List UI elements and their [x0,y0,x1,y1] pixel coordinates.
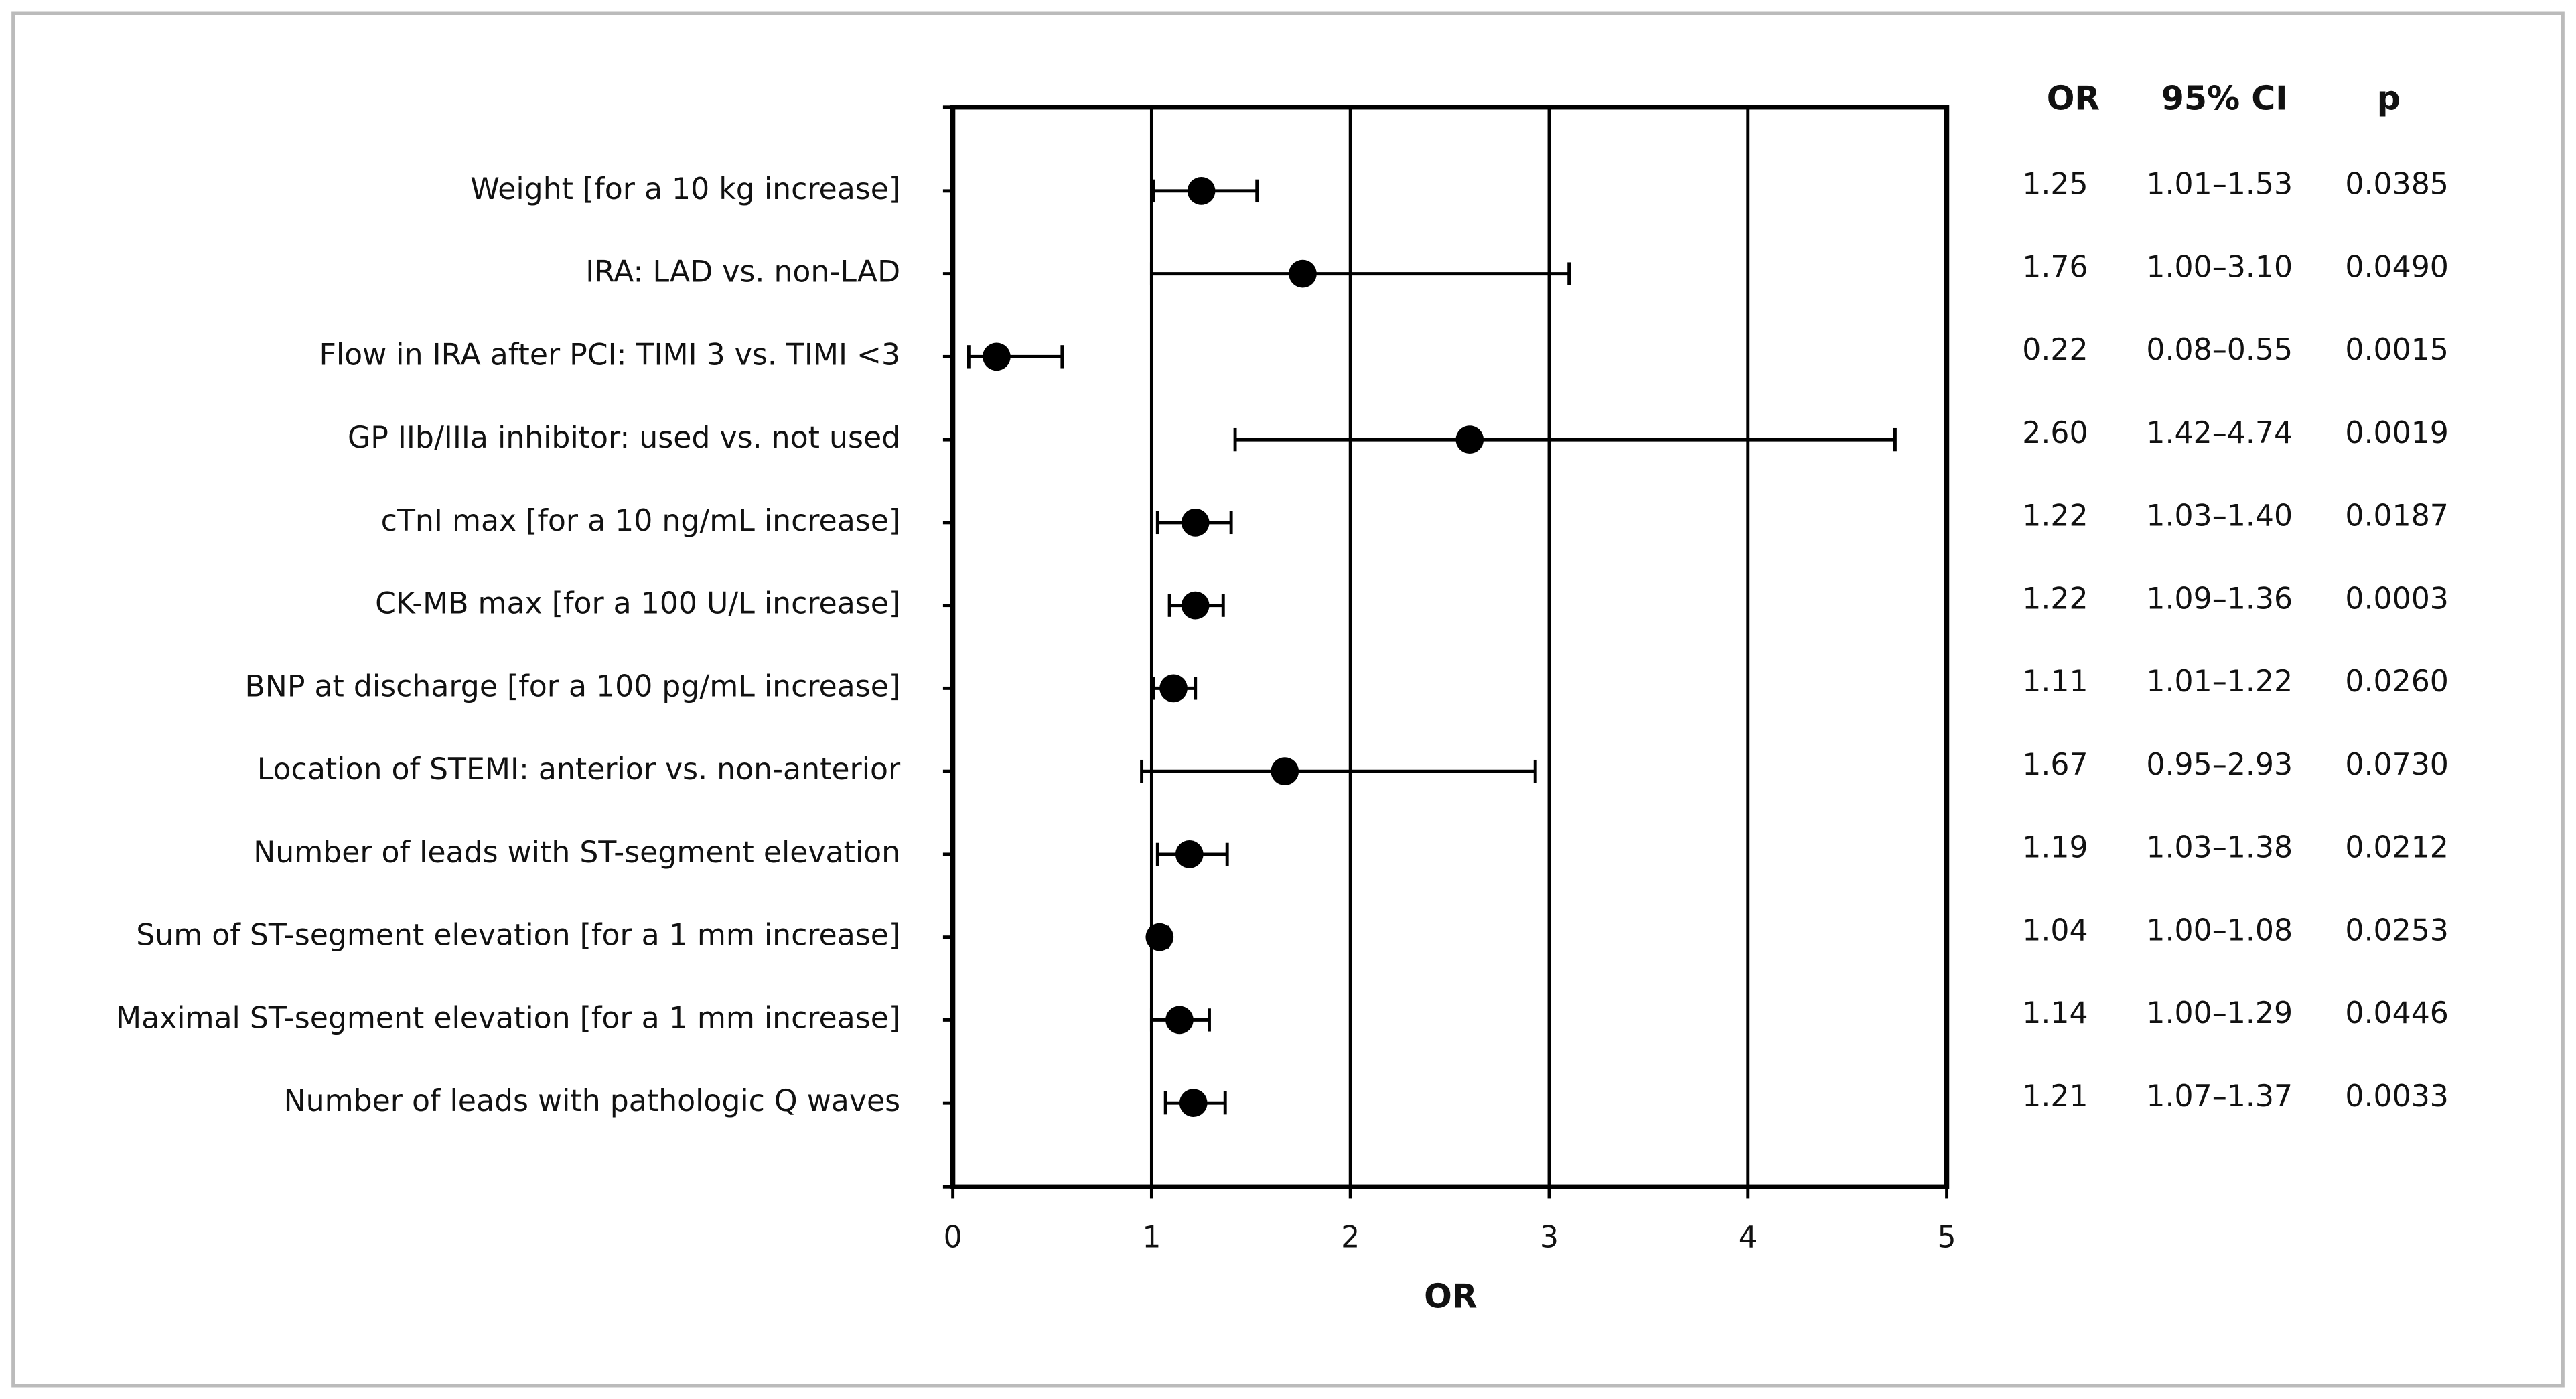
ci-cell: 1.03–1.40 [2146,499,2293,533]
p-cell: 0.0253 [2345,913,2448,947]
y-tick-label: BNP at discharge [for a 100 pg/mL increa… [245,669,901,704]
or-cell: 2.60 [2022,416,2088,450]
frame [11,11,2565,1388]
point [1165,1006,1194,1035]
or-cell: 1.19 [2022,831,2088,865]
ci-cell: 1.00–3.10 [2146,250,2293,284]
ci-cell: 1.07–1.37 [2146,1079,2293,1114]
y-tick-label: GP IIb/IIIa inhibitor: used vs. not used [348,421,900,455]
ci-cell: 1.01–1.53 [2146,167,2293,201]
error-bar [1233,427,1897,452]
point [1187,177,1216,205]
p-cell: 0.0187 [2345,499,2448,533]
p-cell: 0.0490 [2345,250,2448,284]
or-cell: 1.04 [2022,913,2088,947]
y-tick-label: Number of leads with pathologic Q waves [284,1084,901,1118]
p-cell: 0.0260 [2345,665,2448,699]
column-header: OR [2047,78,2100,117]
y-tick-label: Flow in IRA after PCI: TIMI 3 vs. TIMI <… [319,338,901,372]
x-tick-label: 2 [1341,1221,1360,1255]
ci-cell: 1.09–1.36 [2146,582,2293,616]
point [1179,1089,1208,1118]
p-cell: 0.0212 [2345,831,2448,865]
column-header: p [2377,78,2401,117]
x-tick-label: 0 [944,1221,962,1255]
x-tick-label: 5 [1938,1221,1956,1255]
point [983,342,1011,371]
point [1181,509,1210,537]
point [1289,259,1317,288]
or-cell: 1.22 [2022,499,2088,533]
or-cell: 1.67 [2022,748,2088,782]
p-cell: 0.0019 [2345,416,2448,450]
or-cell: 1.22 [2022,582,2088,616]
p-cell: 0.0385 [2345,167,2448,201]
ci-cell: 1.42–4.74 [2146,416,2293,450]
point [1159,674,1188,703]
ci-cell: 1.03–1.38 [2146,831,2293,865]
y-tick-label: cTnI max [for a 10 ng/mL increase] [381,504,900,538]
point [1175,840,1204,868]
ci-cell: 0.08–0.55 [2146,333,2293,367]
y-tick-label: CK-MB max [for a 100 U/L increase] [375,587,900,621]
y-tick-label: IRA: LAD vs. non-LAD [585,255,900,289]
x-axis-title: OR [1424,1277,1477,1316]
ci-cell: 1.00–1.08 [2146,913,2293,947]
or-cell: 1.76 [2022,250,2088,284]
y-tick-label: Sum of ST-segment elevation [for a 1 mm … [136,919,900,953]
p-cell: 0.0015 [2345,333,2448,367]
x-tick-label: 4 [1739,1221,1758,1255]
or-cell: 0.22 [2022,333,2088,367]
y-tick-label: Number of leads with ST-segment elevatio… [253,836,900,870]
p-cell: 0.0446 [2345,996,2448,1030]
p-cell: 0.0033 [2345,1079,2448,1114]
point [1455,425,1484,454]
x-tick-label: 1 [1142,1221,1161,1255]
point [1145,923,1174,951]
ci-cell: 1.00–1.29 [2146,996,2293,1030]
error-bar [1140,759,1537,783]
ci-cell: 0.95–2.93 [2146,748,2293,782]
x-tick-label: 3 [1540,1221,1559,1255]
or-cell: 1.14 [2022,996,2088,1030]
plot-border [950,105,1950,1189]
point [1271,757,1299,785]
y-tick-label: Location of STEMI: anterior vs. non-ante… [257,752,901,787]
point [1181,591,1210,620]
or-cell: 1.11 [2022,665,2088,699]
error-bar [1149,262,1571,285]
or-cell: 1.21 [2022,1079,2088,1114]
p-cell: 0.0003 [2345,582,2448,616]
ci-cell: 1.01–1.22 [2146,665,2293,699]
p-cell: 0.0730 [2345,748,2448,782]
or-cell: 1.25 [2022,167,2088,201]
y-tick-label: Maximal ST-segment elevation [for a 1 mm… [116,1001,900,1035]
column-header: 95% CI [2161,78,2288,117]
y-tick-label: Weight [for a 10 kg increase] [470,172,900,206]
